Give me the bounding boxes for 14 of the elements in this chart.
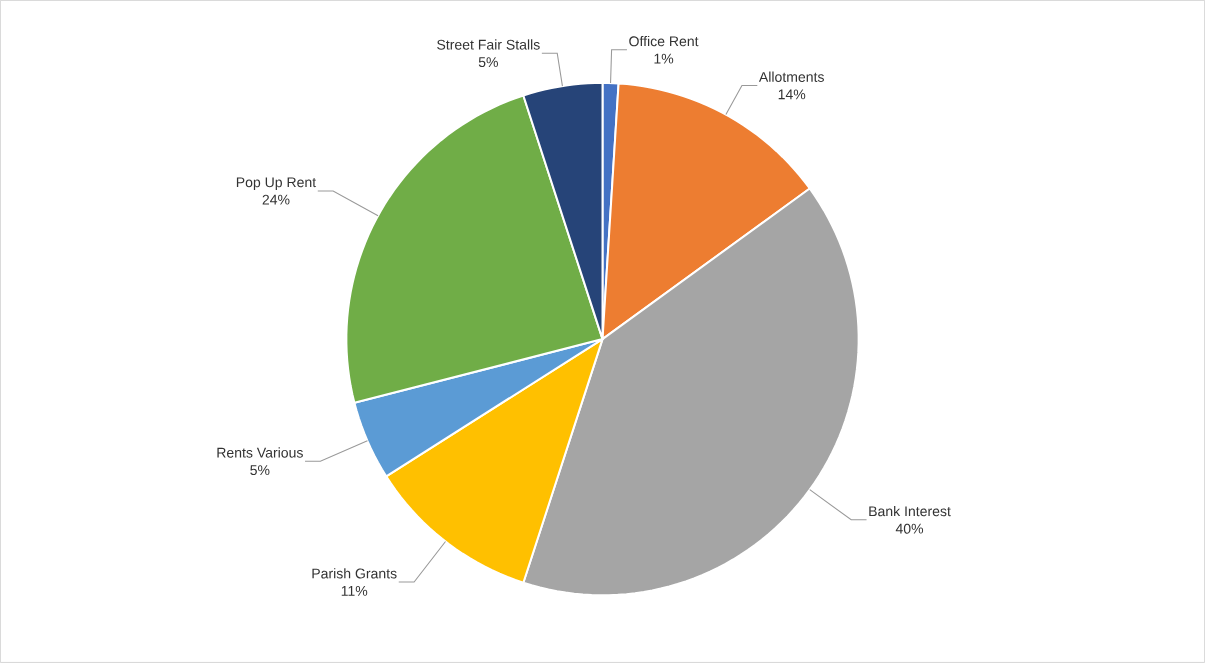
slice-label: Bank Interest — [869, 506, 951, 517]
data-label: 24% — [262, 194, 290, 205]
data-label: 5% — [250, 465, 270, 476]
slice-label: Parish Grants — [312, 568, 397, 579]
data-label: 11% — [341, 586, 368, 596]
slice-label: Pop Up Rent — [236, 177, 317, 191]
data-label: 5% — [478, 57, 498, 68]
data-label: 1% — [654, 53, 674, 64]
slice-label: Rents Various — [217, 447, 303, 458]
slice-label: Office Rent — [629, 36, 699, 47]
slice-label: Street Fair Stalls — [437, 39, 540, 50]
data-label: 14% — [778, 89, 806, 100]
data-label: 40% — [895, 523, 924, 534]
slice-label: Allotments — [758, 71, 824, 82]
